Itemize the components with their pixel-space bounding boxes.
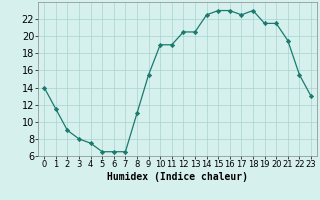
X-axis label: Humidex (Indice chaleur): Humidex (Indice chaleur) — [107, 172, 248, 182]
